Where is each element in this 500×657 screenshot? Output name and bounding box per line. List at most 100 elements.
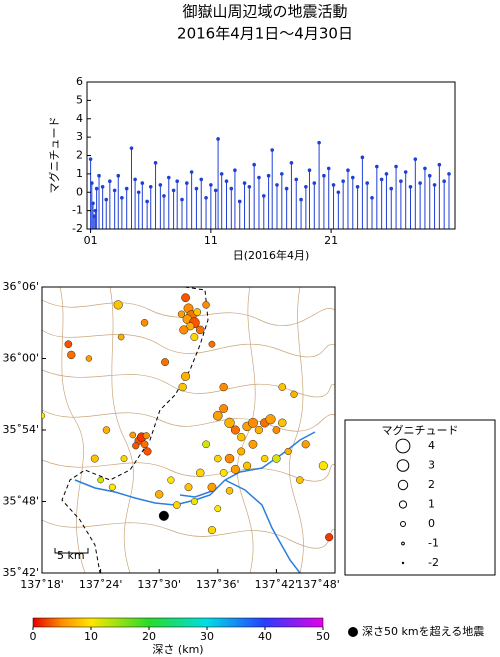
legend-circle bbox=[401, 541, 405, 546]
stem-dot bbox=[237, 199, 242, 204]
colorbar-tick-label: 40 bbox=[258, 630, 272, 643]
y-tick-label: 0 bbox=[76, 185, 83, 198]
event bbox=[140, 319, 149, 327]
y-tick-label: 36˚06' bbox=[2, 280, 39, 293]
event bbox=[113, 300, 123, 310]
stem-dot bbox=[97, 173, 101, 178]
stem-dot bbox=[346, 168, 350, 172]
event bbox=[318, 461, 328, 471]
y-tick-label: 1 bbox=[76, 167, 83, 180]
x-tick-label: 137˚42' bbox=[255, 578, 299, 591]
legend-circle bbox=[395, 438, 411, 454]
event bbox=[290, 390, 298, 398]
event bbox=[155, 490, 164, 499]
stem-dot bbox=[90, 181, 94, 185]
stem-dot bbox=[133, 177, 137, 182]
event bbox=[102, 426, 111, 434]
event bbox=[237, 432, 246, 442]
event bbox=[158, 510, 169, 521]
stem-dot bbox=[294, 177, 299, 182]
event bbox=[202, 301, 210, 309]
stem-dot bbox=[175, 179, 179, 184]
stem-dot bbox=[199, 177, 204, 182]
stem-dot bbox=[384, 172, 389, 176]
event bbox=[190, 333, 199, 342]
stem-dot bbox=[304, 184, 308, 189]
legend-label: 0 bbox=[428, 517, 435, 530]
stem-dot bbox=[280, 172, 284, 176]
event bbox=[230, 464, 240, 474]
y-tick-label: 2 bbox=[76, 149, 83, 162]
legend-label: 3 bbox=[428, 459, 435, 472]
event bbox=[237, 447, 246, 456]
y-tick-label: 4 bbox=[76, 112, 83, 125]
stem-dot bbox=[242, 181, 247, 185]
stem-dot bbox=[408, 184, 413, 189]
event bbox=[254, 425, 263, 435]
legend-circle bbox=[396, 459, 410, 472]
x-axis-label: 日(2016年4月) bbox=[233, 248, 310, 262]
event bbox=[277, 418, 287, 428]
stem-dot bbox=[403, 170, 408, 174]
stem-dot bbox=[224, 179, 229, 184]
y-tick-label: 5 bbox=[76, 93, 83, 106]
event bbox=[172, 501, 181, 509]
stem-dot bbox=[389, 186, 394, 191]
stem-dot bbox=[331, 183, 336, 187]
stem-dot bbox=[145, 199, 149, 204]
legend-circle bbox=[401, 561, 405, 565]
event bbox=[325, 533, 334, 542]
event bbox=[108, 483, 116, 491]
stem-dot bbox=[219, 172, 224, 176]
event bbox=[248, 439, 258, 449]
stem-dot bbox=[317, 140, 321, 145]
y-tick-label: 35˚48' bbox=[2, 495, 39, 508]
stem-dot bbox=[153, 161, 158, 165]
event bbox=[265, 414, 276, 425]
deep-marker bbox=[348, 627, 358, 637]
event bbox=[278, 383, 287, 391]
event bbox=[272, 454, 281, 463]
stem-dot bbox=[261, 194, 266, 198]
stem-dot bbox=[399, 179, 403, 184]
legend-label: -2 bbox=[428, 556, 439, 569]
legend-box bbox=[344, 419, 496, 576]
stem-dot bbox=[275, 183, 279, 187]
legend-label: -1 bbox=[428, 537, 439, 550]
event bbox=[230, 425, 240, 435]
x-tick-label: 137˚18' bbox=[20, 578, 64, 591]
stem-dot bbox=[209, 183, 213, 187]
stem-dot bbox=[418, 181, 422, 185]
event bbox=[301, 440, 310, 449]
stem-dot bbox=[136, 190, 141, 195]
stem-dot bbox=[427, 173, 432, 178]
event bbox=[195, 468, 205, 478]
stem-dot bbox=[432, 183, 437, 187]
stem-dot bbox=[166, 175, 171, 180]
x-tick-label: 21 bbox=[324, 234, 338, 247]
event bbox=[177, 310, 186, 318]
event bbox=[90, 454, 99, 463]
event bbox=[207, 482, 217, 492]
event bbox=[224, 453, 235, 464]
stem-dot bbox=[355, 184, 360, 189]
stem-dot bbox=[336, 190, 341, 195]
stem-dot bbox=[185, 181, 189, 185]
event bbox=[214, 454, 222, 463]
event bbox=[143, 447, 152, 456]
event bbox=[117, 333, 125, 341]
stem-dot bbox=[189, 170, 194, 174]
map-background bbox=[42, 287, 335, 573]
stem-dot bbox=[394, 164, 398, 169]
colorbar bbox=[32, 617, 324, 628]
stem-dot bbox=[322, 173, 326, 178]
stem-dot bbox=[140, 181, 145, 185]
stem-dot bbox=[299, 197, 303, 202]
legend-circle bbox=[398, 500, 408, 509]
event bbox=[140, 440, 149, 449]
legend-circle bbox=[397, 479, 409, 491]
stem-dot bbox=[116, 173, 121, 178]
stem-dot bbox=[257, 175, 261, 180]
chart-subtitle: 2016年4月1日～4月30日 bbox=[177, 25, 353, 43]
